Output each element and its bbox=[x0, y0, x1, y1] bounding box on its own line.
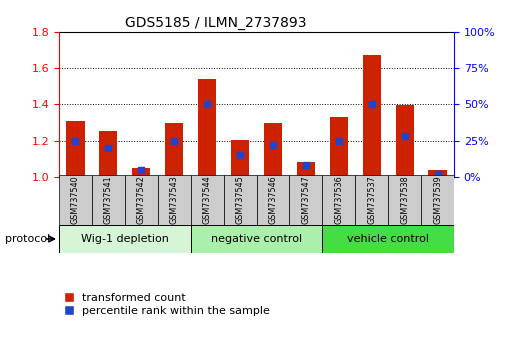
Text: GSM737538: GSM737538 bbox=[400, 176, 409, 224]
Bar bbox=[132, 168, 150, 177]
Bar bbox=[396, 105, 413, 177]
Text: vehicle control: vehicle control bbox=[347, 234, 429, 244]
Text: GSM737536: GSM737536 bbox=[334, 176, 343, 224]
Bar bbox=[158, 175, 191, 225]
Bar bbox=[191, 225, 322, 253]
Bar bbox=[330, 117, 348, 177]
Point bbox=[269, 142, 277, 148]
Point bbox=[170, 138, 179, 144]
Bar bbox=[100, 131, 117, 177]
Text: GDS5185 / ILMN_2737893: GDS5185 / ILMN_2737893 bbox=[125, 16, 306, 30]
Point bbox=[137, 167, 145, 173]
Point bbox=[302, 162, 310, 168]
Text: protocol: protocol bbox=[5, 234, 50, 244]
Text: GSM737545: GSM737545 bbox=[235, 176, 245, 224]
Bar bbox=[322, 225, 454, 253]
Point bbox=[104, 145, 112, 151]
Point bbox=[368, 102, 376, 107]
Bar bbox=[198, 79, 216, 177]
Bar bbox=[388, 175, 421, 225]
Text: Wig-1 depletion: Wig-1 depletion bbox=[81, 234, 169, 244]
Text: GSM737540: GSM737540 bbox=[71, 176, 80, 224]
Text: GSM737544: GSM737544 bbox=[203, 176, 212, 224]
Bar bbox=[224, 175, 256, 225]
Bar bbox=[421, 175, 454, 225]
Bar bbox=[363, 56, 381, 177]
Point bbox=[71, 138, 80, 144]
Text: GSM737547: GSM737547 bbox=[301, 176, 310, 224]
Bar bbox=[355, 175, 388, 225]
Point bbox=[401, 133, 409, 139]
Point bbox=[433, 171, 442, 177]
Bar bbox=[289, 175, 322, 225]
Point bbox=[203, 102, 211, 107]
Bar bbox=[297, 161, 315, 177]
Point bbox=[334, 138, 343, 144]
Bar bbox=[92, 175, 125, 225]
Bar bbox=[322, 175, 355, 225]
Legend: transformed count, percentile rank within the sample: transformed count, percentile rank withi… bbox=[65, 293, 270, 316]
Text: negative control: negative control bbox=[211, 234, 302, 244]
Bar bbox=[428, 170, 447, 177]
Bar bbox=[264, 124, 282, 177]
Text: GSM737539: GSM737539 bbox=[433, 176, 442, 224]
Bar bbox=[59, 225, 191, 253]
Point bbox=[236, 152, 244, 158]
Bar bbox=[66, 121, 85, 177]
Bar bbox=[165, 124, 183, 177]
Text: GSM737546: GSM737546 bbox=[268, 176, 278, 224]
Text: GSM737543: GSM737543 bbox=[170, 176, 179, 224]
Text: GSM737541: GSM737541 bbox=[104, 176, 113, 224]
Bar bbox=[59, 175, 92, 225]
Bar bbox=[256, 175, 289, 225]
Bar bbox=[191, 175, 224, 225]
Bar bbox=[231, 140, 249, 177]
Text: GSM737537: GSM737537 bbox=[367, 176, 376, 224]
Text: GSM737542: GSM737542 bbox=[137, 176, 146, 224]
Bar bbox=[125, 175, 158, 225]
